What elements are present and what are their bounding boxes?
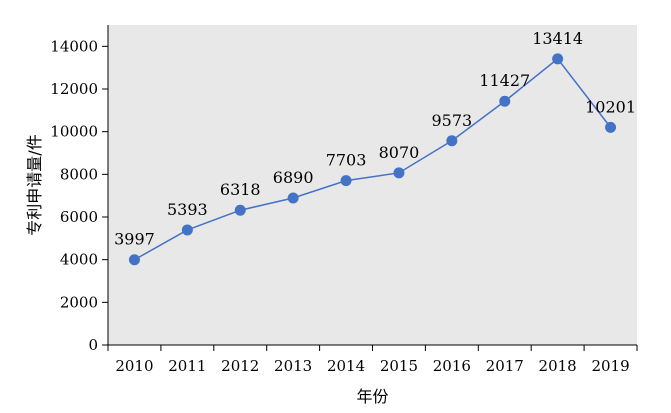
data-label: 6890 bbox=[273, 168, 314, 187]
x-tick-label: 2015 bbox=[380, 357, 418, 375]
plot-background bbox=[108, 25, 637, 345]
data-label: 10201 bbox=[585, 97, 636, 116]
data-point bbox=[499, 95, 511, 107]
data-point bbox=[552, 53, 564, 65]
data-label: 8070 bbox=[379, 143, 420, 162]
x-tick-label: 2019 bbox=[591, 357, 629, 375]
data-label: 5393 bbox=[167, 200, 208, 219]
data-point bbox=[605, 121, 617, 133]
y-tick-label: 10000 bbox=[50, 123, 98, 141]
y-tick-label: 6000 bbox=[60, 208, 98, 226]
data-label: 9573 bbox=[431, 111, 472, 130]
data-label: 3997 bbox=[114, 230, 155, 249]
data-label: 7703 bbox=[326, 151, 367, 170]
y-axis: 0 2000 4000 6000 8000 10000 12000 14000 bbox=[50, 25, 109, 354]
data-point bbox=[393, 167, 405, 179]
x-axis: 2010 2011 2012 2013 2014 2015 2016 2017 2018 2019 bbox=[107, 344, 638, 375]
data-point bbox=[287, 192, 299, 204]
data-point bbox=[234, 204, 246, 216]
series-layer bbox=[128, 53, 617, 266]
data-point bbox=[446, 135, 458, 147]
y-tick-label: 2000 bbox=[60, 293, 98, 311]
y-tick-label: 12000 bbox=[50, 80, 98, 98]
x-tick-label: 2011 bbox=[168, 357, 206, 375]
x-axis-title: 年份 bbox=[356, 387, 388, 406]
data-label: 6318 bbox=[220, 180, 261, 199]
series-line bbox=[134, 57, 612, 261]
y-tick-label: 0 bbox=[88, 336, 98, 354]
data-point bbox=[128, 254, 140, 266]
x-tick-label: 2013 bbox=[274, 357, 312, 375]
data-label: 13414 bbox=[532, 29, 583, 48]
x-tick-label: 2010 bbox=[115, 357, 153, 375]
x-tick-label: 2018 bbox=[539, 357, 577, 375]
y-tick-label: 8000 bbox=[60, 165, 98, 183]
x-tick-label: 2016 bbox=[433, 357, 471, 375]
x-tick-label: 2014 bbox=[327, 357, 365, 375]
x-tick-label: 2017 bbox=[486, 357, 524, 375]
y-tick-label: 4000 bbox=[60, 251, 98, 269]
y-tick-label: 14000 bbox=[50, 37, 98, 55]
data-label: 11427 bbox=[479, 71, 530, 90]
data-point bbox=[340, 175, 352, 187]
data-label-layer: 3997 5393 6318 6890 7703 8070 9573 11427 13414 10… bbox=[114, 29, 636, 249]
y-axis-title: 专利申请量/件 bbox=[25, 134, 44, 235]
data-point bbox=[181, 224, 193, 236]
x-tick-label: 2012 bbox=[221, 357, 259, 375]
